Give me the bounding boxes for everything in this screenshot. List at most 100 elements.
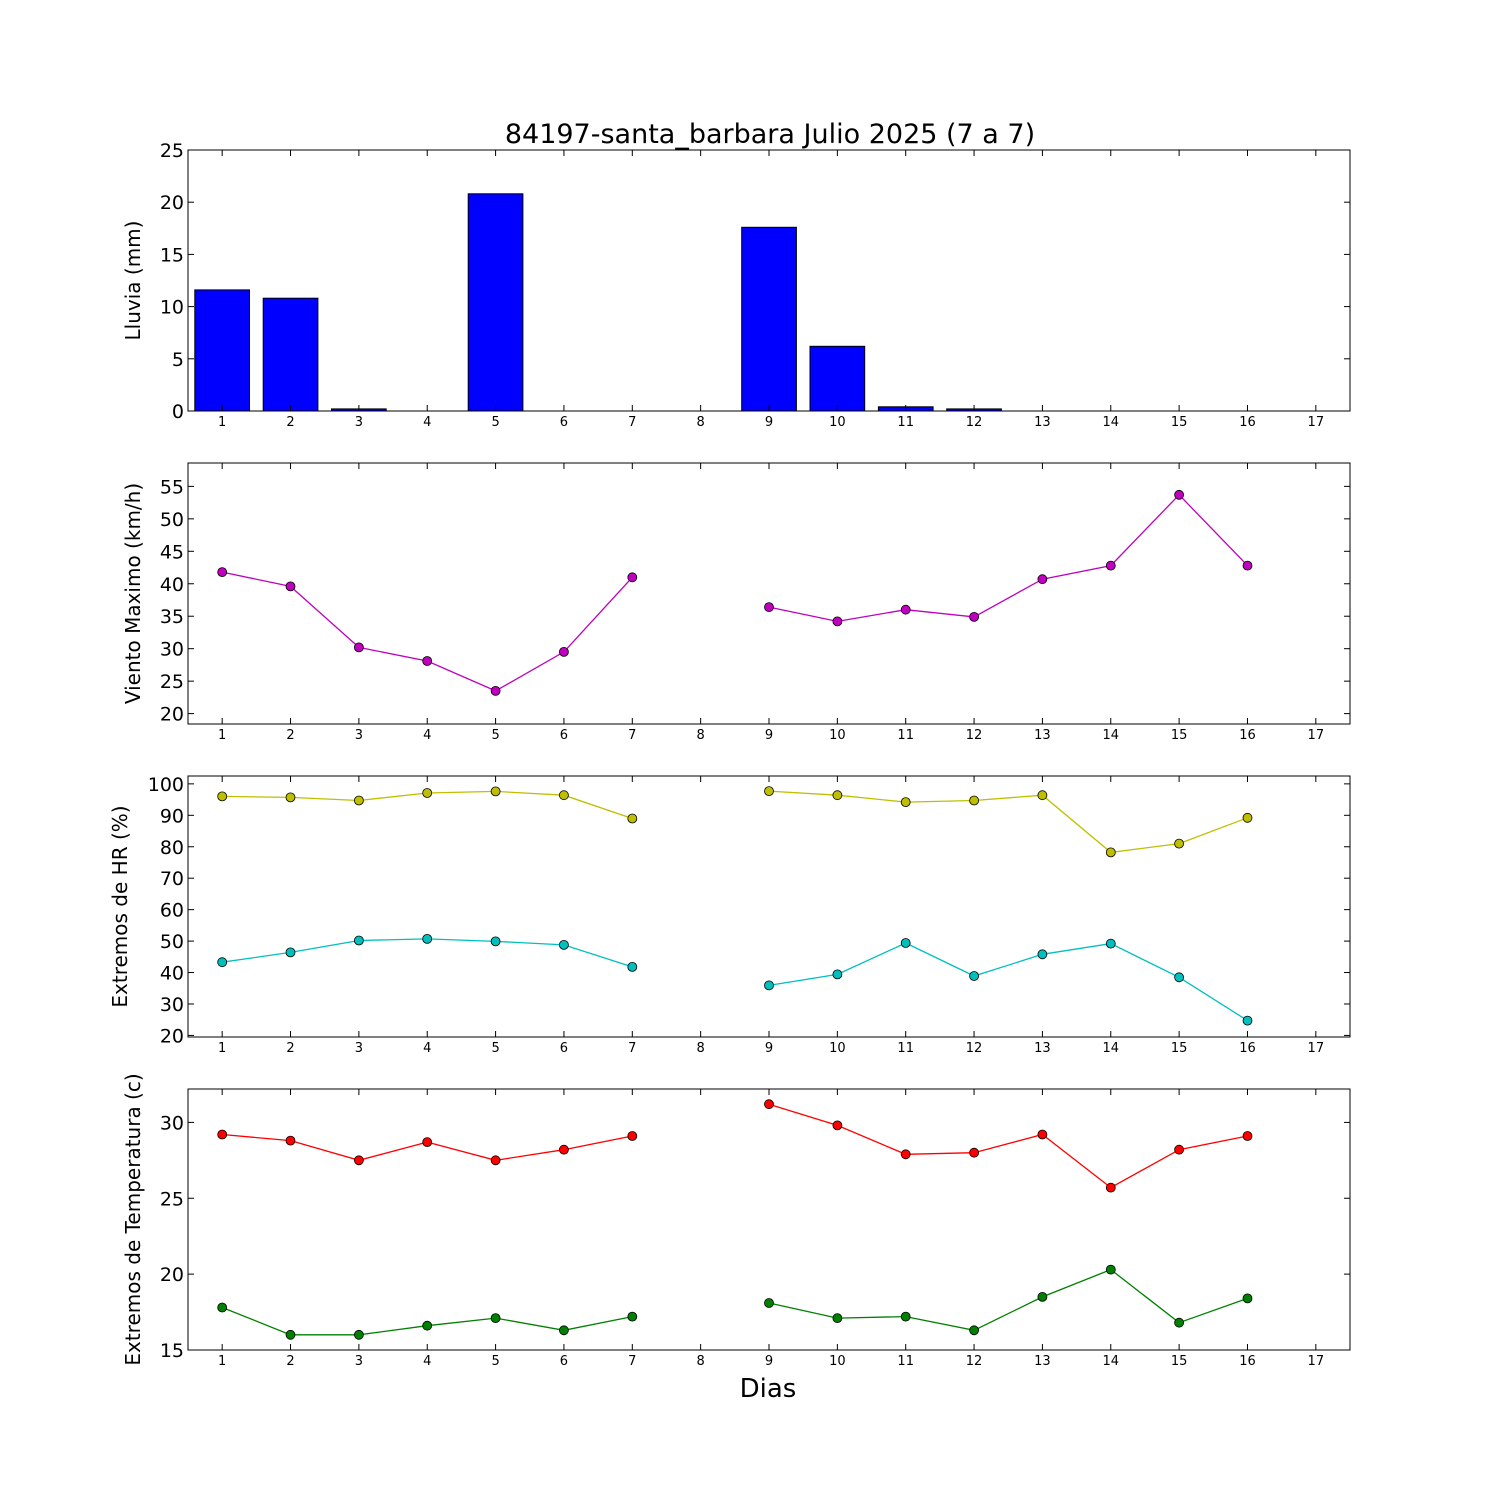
series-2-point-day-11 (900, 1311, 911, 1322)
x-tick-label: 9 (765, 1041, 773, 1056)
series-1-line-2 (768, 493, 1248, 623)
x-tick-label: 16 (1239, 415, 1256, 430)
x-tick-label: 15 (1171, 1041, 1188, 1056)
y-tick-label: 40 (160, 963, 184, 985)
y-tick-label: 5 (172, 349, 184, 371)
bar-day-10 (809, 345, 866, 412)
y-tick-label: 35 (160, 606, 184, 628)
x-tick-label: 10 (829, 1041, 846, 1056)
series-1-point-day-15 (1174, 838, 1184, 849)
x-tick-label: 6 (560, 728, 568, 743)
series-1-point-day-11 (900, 1149, 911, 1160)
x-tick-label: 16 (1239, 1354, 1256, 1369)
x-tick-label: 8 (697, 1354, 705, 1369)
series-1-point-day-1 (217, 567, 228, 577)
y-tick-label: 20 (160, 704, 184, 726)
y-tick-label: 90 (160, 805, 184, 827)
x-tick-label: 9 (765, 728, 773, 743)
series-2-point-day-1 (217, 1302, 228, 1313)
series-1-point-day-15 (1174, 489, 1184, 500)
x-tick-label: 7 (628, 728, 636, 743)
y-tick-label: 25 (160, 140, 184, 162)
x-tick-label: 11 (897, 1041, 914, 1056)
series-2-point-day-2 (285, 947, 296, 958)
x-tick-label: 1 (218, 415, 226, 430)
x-tick-label: 5 (491, 1041, 499, 1056)
series-2-point-day-13 (1037, 949, 1048, 960)
series-2-point-day-9 (764, 980, 774, 991)
series-1-point-day-10 (832, 1120, 843, 1131)
series-1-point-day-7 (627, 1131, 638, 1141)
x-tick-label: 7 (628, 1354, 636, 1369)
y-tick-label: 20 (160, 1264, 184, 1286)
x-tick-label: 11 (897, 415, 914, 430)
plot-frame (187, 775, 1351, 1038)
series-1-point-day-9 (764, 602, 774, 612)
series-1-point-day-6 (559, 790, 569, 801)
series-1-point-day-14 (1105, 847, 1116, 858)
series-1-point-day-6 (559, 647, 569, 657)
y-tick-label: 0 (172, 401, 184, 423)
y-tick-label: 30 (160, 639, 184, 661)
series-2-point-day-15 (1174, 1317, 1184, 1328)
y-tick-label: 30 (160, 1112, 184, 1134)
x-tick-label: 5 (491, 728, 499, 743)
series-1-point-day-16 (1242, 1131, 1253, 1141)
series-2-point-day-7 (627, 962, 638, 972)
x-tick-label: 13 (1034, 1041, 1051, 1056)
y-tick-label: 25 (160, 1188, 184, 1210)
x-tick-label: 1 (218, 1041, 226, 1056)
series-1-point-day-4 (422, 788, 433, 798)
x-tick-label: 12 (966, 1354, 983, 1369)
x-tick-label: 16 (1239, 1041, 1256, 1056)
y-tick-label: 55 (160, 476, 184, 498)
series-2-point-day-10 (832, 969, 843, 980)
y-tick-label: 40 (160, 574, 184, 596)
panel-1: 1 2 3 4 5 6 7 8 9 10 11 12 13 14 15 16 170510152025Lluvi… (121, 140, 1351, 430)
series-2-point-day-4 (422, 1320, 433, 1331)
series-2-point-day-15 (1174, 972, 1184, 983)
x-tick-label: 9 (765, 415, 773, 430)
series-2-line-2 (768, 1268, 1248, 1331)
series-2-point-day-6 (559, 940, 569, 950)
bar-day-9 (741, 226, 797, 412)
x-tick-label: 10 (829, 415, 846, 430)
x-tick-label: 6 (560, 1354, 568, 1369)
x-tick-label: 2 (286, 1041, 294, 1056)
x-tick-label: 3 (355, 1354, 363, 1369)
x-tick-label: 4 (423, 415, 431, 430)
y-axis-label: Extremos de HR (%) (108, 805, 132, 1007)
series-1-line-2 (768, 1103, 1248, 1189)
series-1-point-day-3 (353, 1155, 364, 1166)
series-1-point-day-2 (285, 581, 296, 592)
series-2-point-day-6 (559, 1325, 569, 1336)
series-2-point-day-12 (969, 1325, 979, 1336)
x-tick-label: 15 (1171, 415, 1188, 430)
figure-title: 84197-santa_barbara Julio 2025 (7 a 7) (505, 119, 1035, 150)
series-1-point-day-16 (1242, 560, 1253, 571)
series-1-point-day-1 (217, 791, 228, 802)
panel-3: 1 2 3 4 5 6 7 8 9 10 11 12 13 14 15 16 17203040506070809… (108, 774, 1351, 1056)
x-tick-label: 13 (1034, 728, 1051, 743)
series-2-point-day-13 (1037, 1292, 1048, 1302)
x-tick-label: 7 (628, 1041, 636, 1056)
series-1-line-2 (768, 790, 1248, 854)
series-1-point-day-2 (285, 1135, 296, 1146)
y-tick-label: 15 (160, 244, 184, 266)
x-tick-label: 13 (1034, 415, 1051, 430)
series-1-point-day-9 (764, 786, 774, 796)
x-tick-label: 17 (1308, 1354, 1325, 1369)
series-2-point-day-1 (217, 957, 228, 968)
series-2-point-day-5 (490, 1313, 501, 1323)
x-tick-label: 17 (1308, 415, 1325, 430)
x-tick-label: 12 (966, 1041, 983, 1056)
series-1-line-1 (222, 571, 633, 692)
series-1-point-day-5 (490, 1155, 501, 1166)
y-tick-label: 80 (160, 837, 184, 859)
x-axis-label: Dias (740, 1374, 797, 1404)
x-tick-label: 5 (491, 415, 499, 430)
x-tick-label: 6 (560, 1041, 568, 1056)
series-1-point-day-11 (900, 797, 911, 807)
plot-frame (187, 462, 1351, 725)
series-1-point-day-15 (1174, 1144, 1184, 1155)
